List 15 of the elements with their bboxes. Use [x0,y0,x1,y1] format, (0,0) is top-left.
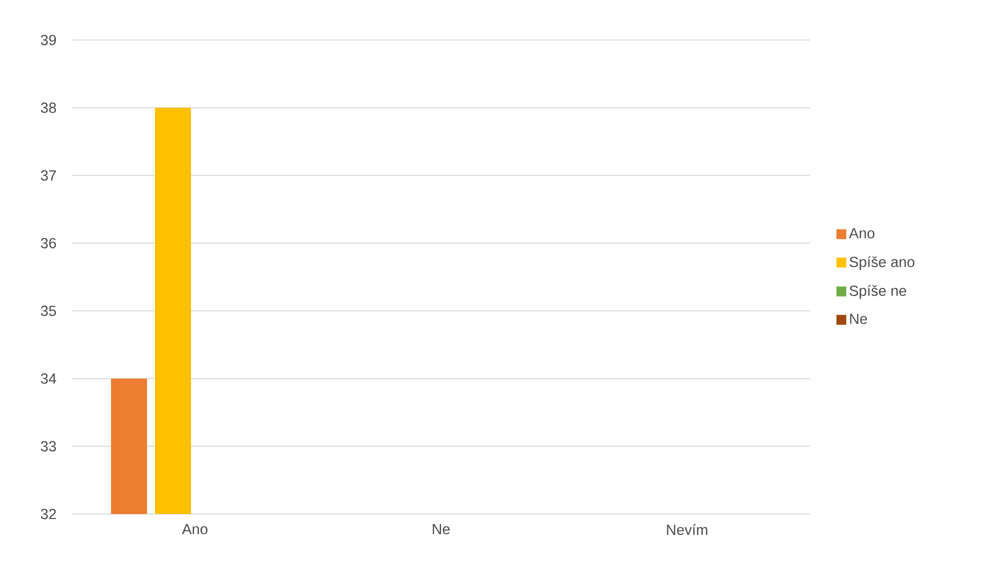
x-tick-label: Ne [432,524,450,534]
y-tick-label: 35 [40,306,56,316]
legend-label: Ano [848,228,874,238]
legend-label: Ne [850,314,868,324]
y-tick-label: 39 [40,34,56,46]
y-tick-label: 33 [40,441,56,452]
y-tick-label: 38 [40,102,56,113]
y-tick-label: 34 [40,373,56,384]
legend-label: Spíše ano [850,256,914,270]
x-tick-label: Nevím [667,524,708,535]
x-tick-label: Ano [182,524,208,534]
legend-label: Spíše ne [850,285,906,299]
y-tick-label: 37 [40,170,56,181]
y-tick-label: 36 [40,238,56,248]
y-tick-label: 32 [40,508,56,520]
